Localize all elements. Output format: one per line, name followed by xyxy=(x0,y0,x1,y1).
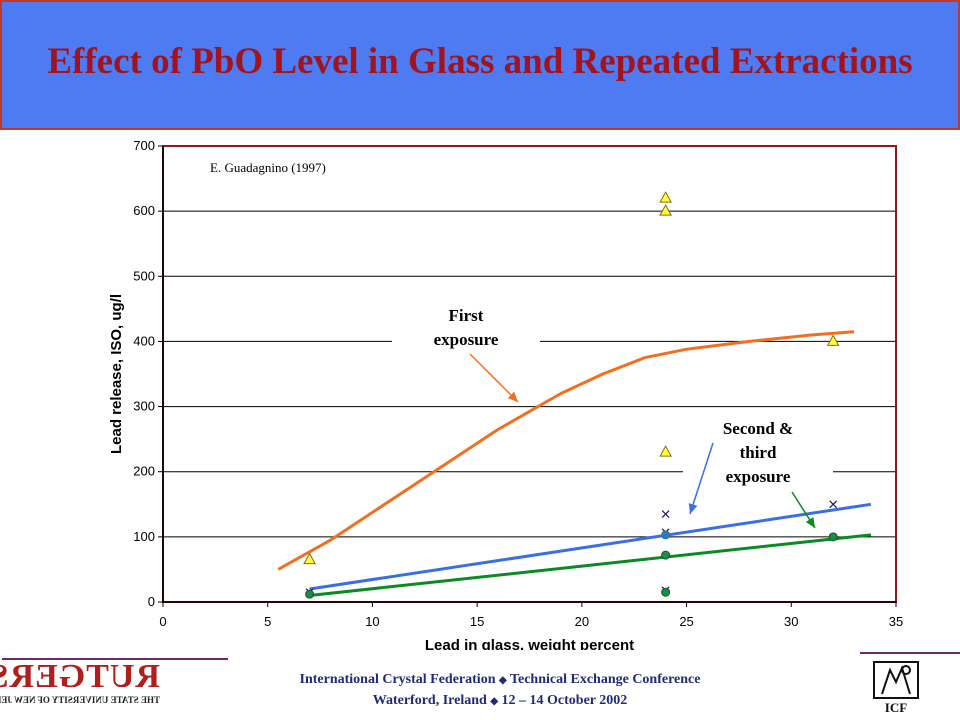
triangle-marker xyxy=(826,334,840,346)
y-tick-label: 600 xyxy=(133,203,155,218)
y-axis-label: Lead release, ISO, ug/l xyxy=(108,294,125,454)
y-tick-label: 200 xyxy=(133,464,155,479)
footer-line-2: Waterford, Ireland ◆ 12 – 14 October 200… xyxy=(230,691,770,712)
y-tick-label: 100 xyxy=(133,529,155,544)
source-annotation: E. Guadagnino (1997) xyxy=(210,160,326,175)
icf-emblem-icon xyxy=(873,661,919,699)
cross-marker xyxy=(829,500,838,509)
triangle-marker xyxy=(659,191,672,203)
x-axis-label: Lead in glass, weight percent xyxy=(425,637,634,650)
footer-rule-right xyxy=(860,652,960,654)
first-exposure-label: exposure xyxy=(434,330,499,349)
icf-logo: ICF xyxy=(870,658,922,718)
cross-marker xyxy=(661,510,670,518)
footer-organization: International Crystal Federation xyxy=(299,672,496,687)
x-tick-label: 30 xyxy=(784,614,798,629)
rutgers-logo-subtitle: THE STATE UNIVERSITY OF NEW JERSEY xyxy=(0,695,160,705)
y-tick-label: 700 xyxy=(133,138,155,153)
y-tick-label: 300 xyxy=(133,399,155,414)
chart: 0 100 200 300 400 500 600 700 0 5 10 15 20 25 30 35 Lead… xyxy=(108,138,903,650)
plot-area-border xyxy=(162,145,897,603)
trend-line xyxy=(309,533,872,597)
second-exposure-arrow-head xyxy=(688,503,698,514)
rutgers-logo-word: RUTGERS xyxy=(0,658,160,695)
second-third-exposure-label: exposure xyxy=(726,467,791,486)
second-third-exposure-label-bg xyxy=(683,414,833,492)
x-tick-label: 5 xyxy=(264,614,271,629)
rutgers-logo: RUTGERS THE STATE UNIVERSITY OF NEW JERS… xyxy=(0,658,160,712)
first-exposure-arrow-head xyxy=(507,391,518,402)
circle-marker xyxy=(305,589,315,599)
second-third-exposure-label: Second & xyxy=(723,419,793,438)
triangle-marker xyxy=(303,552,316,565)
second-exposure-arrow xyxy=(689,442,714,515)
title-banner xyxy=(0,0,960,130)
x-tick-label: 10 xyxy=(365,614,379,629)
footer-conference: Technical Exchange Conference xyxy=(509,672,701,687)
x-tick-label: 15 xyxy=(470,614,484,629)
y-tick-label: 400 xyxy=(133,333,155,348)
second-third-exposure-label: third xyxy=(740,443,777,462)
third-exposure-arrow-head xyxy=(805,517,815,528)
footer-separator-icon: ◆ xyxy=(490,696,499,707)
circle-marker xyxy=(828,532,838,542)
x-tick-label: 20 xyxy=(575,614,589,629)
circle-marker xyxy=(661,550,671,560)
trend-line xyxy=(309,502,872,591)
x-tick-label: 0 xyxy=(159,614,166,629)
first-exposure-label-bg xyxy=(392,300,540,352)
y-tick-label: 0 xyxy=(148,594,155,609)
first-exposure-arrow xyxy=(469,353,519,403)
y-tick-label: 500 xyxy=(133,268,155,283)
triangle-marker xyxy=(659,204,672,216)
x-tick-label: 35 xyxy=(889,614,903,629)
footer-dates: 12 – 14 October 2002 xyxy=(501,693,628,708)
footer-location: Waterford, Ireland xyxy=(372,693,487,708)
footer-rule-left xyxy=(2,658,228,660)
footer-text: International Crystal Federation ◆ Techn… xyxy=(230,670,770,712)
first-exposure-label: First xyxy=(449,306,484,325)
slide-title: Effect of PbO Level in Glass and Repeate… xyxy=(47,41,913,82)
footer-line-1: International Crystal Federation ◆ Techn… xyxy=(230,670,770,691)
triangle-marker xyxy=(659,445,672,457)
trend-line xyxy=(277,330,855,571)
icf-logo-text: ICF xyxy=(884,700,908,715)
circle-marker xyxy=(661,530,671,540)
circle-marker xyxy=(661,587,671,597)
footer-separator-icon: ◆ xyxy=(498,675,507,686)
x-tick-label: 25 xyxy=(679,614,693,629)
